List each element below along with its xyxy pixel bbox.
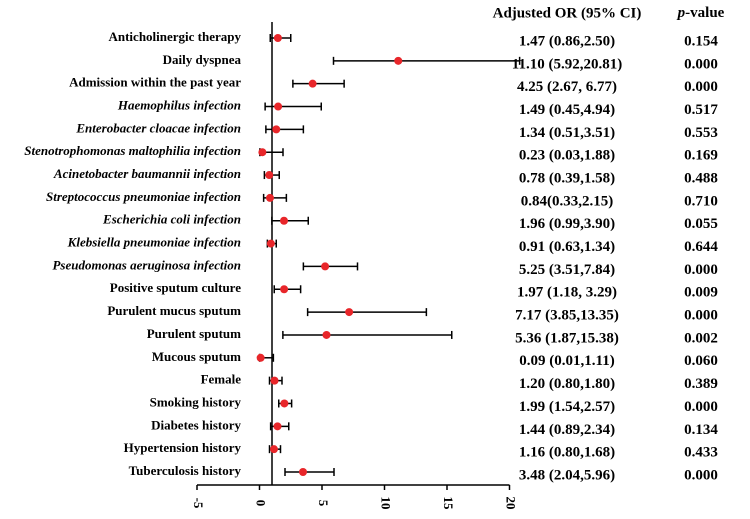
or-ci-label: 1.16 (0.80,1.68) — [519, 445, 615, 461]
or-ci-label: 1.97 (1.18, 3.29) — [517, 285, 617, 301]
or-point — [272, 125, 281, 134]
p-value: 0.644 — [684, 239, 718, 255]
p-value: 0.002 — [684, 330, 718, 346]
or-ci-label: 5.25 (3.51,7.84) — [519, 262, 615, 278]
p-value: 0.154 — [684, 33, 718, 49]
or-ci-label: 1.44 (0.89,2.34) — [519, 422, 615, 438]
or-point — [322, 330, 331, 339]
category-label: Daily dyspnea — [163, 52, 242, 67]
category-label: Admission within the past year — [69, 75, 241, 90]
category-label: Smoking history — [150, 394, 242, 409]
p-value: 0.389 — [684, 376, 718, 392]
or-ci-label: 1.34 (0.51,3.51) — [519, 125, 615, 141]
or-ci-label: 0.23 (0.03,1.88) — [519, 148, 615, 164]
category-label: Escherichia coli infection — [102, 212, 241, 227]
or-point — [280, 399, 289, 408]
p-value: 0.009 — [684, 285, 718, 301]
p-value: 0.000 — [684, 79, 718, 95]
category-label: Hypertension history — [124, 440, 242, 455]
p-header-rest: -value — [685, 5, 725, 21]
or-ci-label: 3.48 (2.04,5.96) — [519, 467, 615, 483]
category-label: Purulent mucus sputum — [107, 303, 241, 318]
or-point — [270, 445, 278, 454]
p-value: 0.169 — [684, 148, 718, 164]
x-tick-label: 5 — [316, 500, 331, 507]
or-point — [256, 353, 265, 362]
or-ci-label: 11.10 (5.92,20.81) — [512, 56, 622, 72]
p-value: 0.553 — [684, 125, 718, 141]
or-point — [308, 79, 317, 88]
x-tick-label: -5 — [191, 498, 206, 509]
or-ci-label: 1.96 (0.99,3.90) — [519, 216, 615, 232]
category-label: Anticholinergic therapy — [108, 29, 241, 44]
or-ci-label: 0.91 (0.63,1.34) — [519, 239, 615, 255]
or-point — [273, 422, 282, 431]
category-label: Haemophilus infection — [117, 98, 241, 113]
or-header: Adjusted OR (95% CI) — [493, 5, 642, 21]
category-label: Tuberculosis history — [129, 463, 242, 478]
or-ci-label: 0.09 (0.01,1.11) — [519, 353, 614, 369]
p-value: 0.710 — [684, 193, 718, 209]
or-point — [321, 262, 330, 271]
or-point — [299, 468, 307, 476]
p-value: 0.000 — [684, 262, 718, 278]
p-header: p-value — [676, 5, 725, 21]
or-ci-label: 7.17 (3.85,13.35) — [515, 308, 619, 324]
category-label: Female — [201, 372, 242, 387]
x-tick-label: 20 — [504, 497, 519, 510]
p-value: 0.517 — [684, 102, 718, 118]
category-label: Stenotrophomonas maltophilia infection — [24, 143, 241, 158]
or-ci-label: 1.47 (0.86,2.50) — [519, 33, 615, 49]
or-point — [280, 285, 289, 294]
or-ci-label: 1.20 (0.80,1.80) — [519, 376, 615, 392]
p-value: 0.000 — [684, 399, 718, 415]
p-value: 0.000 — [684, 56, 718, 72]
p-value: 0.060 — [684, 353, 718, 369]
category-label: Streptococcus pneumoniae infection — [46, 189, 241, 204]
category-label: Mucous sputum — [152, 349, 241, 364]
or-point — [394, 56, 403, 65]
x-tick-label: 10 — [379, 497, 394, 510]
or-point — [273, 34, 282, 42]
x-tick-label: 0 — [254, 500, 269, 507]
category-label: Klebsiella pneumoniae infection — [67, 235, 241, 250]
or-ci-label: 5.36 (1.87,15.38) — [515, 330, 619, 346]
p-value: 0.134 — [684, 422, 718, 438]
category-label: Positive sputum culture — [110, 280, 241, 295]
category-label: Acinetobacter baumannii infection — [53, 166, 241, 181]
category-label: Purulent sputum — [147, 326, 241, 341]
or-ci-label: 0.78 (0.39,1.58) — [519, 170, 615, 186]
p-value: 0.488 — [684, 170, 718, 186]
p-value: 0.000 — [684, 467, 718, 483]
p-value: 0.433 — [684, 445, 718, 461]
or-point — [265, 171, 274, 180]
or-ci-label: 1.49 (0.45,4.94) — [519, 102, 615, 118]
or-point — [345, 308, 354, 317]
or-point — [280, 216, 288, 225]
or-point — [266, 193, 274, 202]
category-label: Enterobacter cloacae infection — [75, 120, 241, 135]
or-point — [258, 148, 267, 157]
or-ci-label: 1.99 (1.54,2.57) — [519, 399, 615, 415]
p-value: 0.000 — [684, 308, 718, 324]
category-label: Diabetes history — [151, 417, 241, 432]
or-point — [274, 102, 283, 111]
p-header-italic: p — [676, 5, 686, 21]
or-ci-label: 0.84(0.33,2.15) — [521, 193, 614, 209]
or-point — [270, 376, 279, 385]
category-label: Pseudomonas aeruginosa infection — [52, 257, 241, 272]
or-point — [266, 239, 275, 248]
x-tick-label: 15 — [441, 497, 456, 511]
p-value: 0.055 — [684, 216, 718, 232]
or-ci-label: 4.25 (2.67, 6.77) — [517, 79, 617, 95]
